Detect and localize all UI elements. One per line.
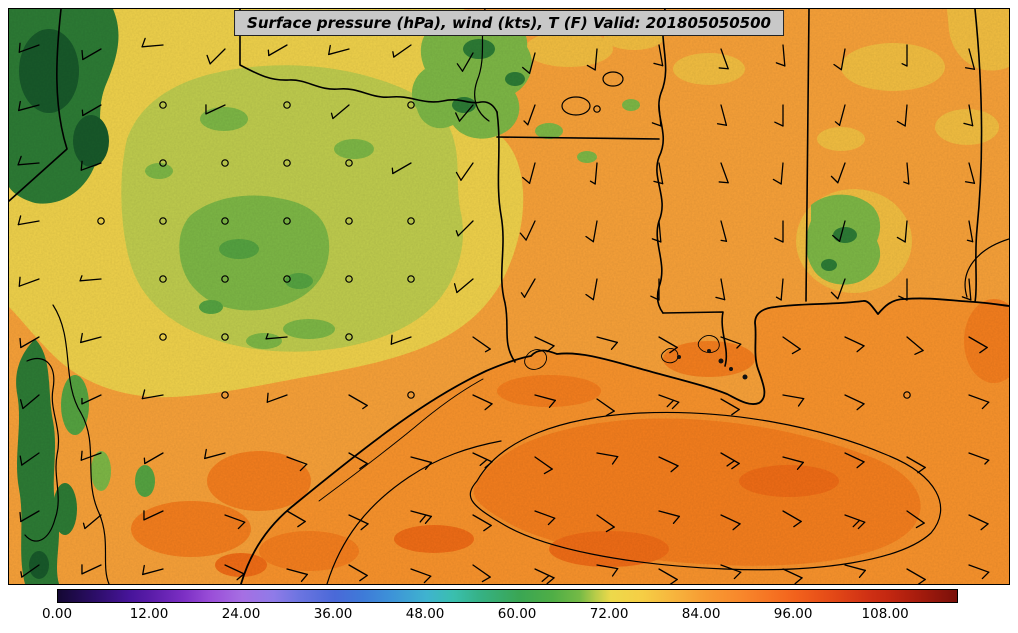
colorbar-tick-label: 0.00 [41, 606, 73, 622]
barrier-islands [318, 378, 484, 502]
calm-wind-marker [903, 391, 911, 399]
colorbar-tick-label: 72.00 [589, 606, 629, 622]
calm-wind-marker [283, 217, 291, 225]
calm-wind-marker [283, 159, 291, 167]
calm-wind-marker [221, 217, 229, 225]
calm-wind-marker [283, 275, 291, 283]
colorbar-tick-label: 96.00 [773, 606, 813, 622]
calm-wind-marker [345, 217, 353, 225]
border-la-ms-pearl [662, 311, 728, 367]
border-ok-tx-red-river [239, 9, 498, 113]
calm-wind-marker [407, 101, 415, 109]
colorbar-tick-label: 48.00 [405, 606, 445, 622]
calm-wind-marker [159, 101, 167, 109]
colorbar-tick-labels: 0.00 12.00 24.00 36.00 48.00 60.00 72.00 84.00 9… [42, 604, 958, 626]
calm-wind-marker [159, 333, 167, 341]
calm-wind-marker [345, 159, 353, 167]
gulf-coastline [240, 297, 1009, 584]
border-ar-la [496, 136, 660, 140]
calm-wind-marker [407, 391, 415, 399]
colorbar-tick-label: 60.00 [497, 606, 537, 622]
coastline [240, 297, 1009, 584]
border-ms-al [805, 9, 810, 302]
calm-wind-marker [221, 275, 229, 283]
calm-wind-marker [345, 275, 353, 283]
wind-barbs-layer [17, 37, 990, 584]
pressure-contours [24, 9, 1009, 584]
colorbar-tick-label: 36.00 [313, 606, 353, 622]
border-nm-tx [9, 9, 68, 202]
calm-wind-marker [345, 333, 353, 341]
coastal-lake [661, 348, 679, 364]
calm-wind-marker [221, 159, 229, 167]
colorbar-gradient [57, 589, 958, 603]
weather-map: Surface pressure (hPa), wind (kts), T (F… [8, 8, 1010, 585]
border-al-ga [974, 9, 983, 303]
colorbar: 0.00 12.00 24.00 36.00 48.00 60.00 72.00 84.00 9… [42, 589, 958, 627]
galveston-bay [524, 349, 548, 370]
calm-wind-marker [283, 101, 291, 109]
delta-wetlands [677, 349, 748, 380]
colorbar-tick-label: 24.00 [221, 606, 261, 622]
calm-wind-marker [407, 275, 415, 283]
calm-wind-marker [159, 217, 167, 225]
colorbar-tick-label: 108.00 [861, 606, 909, 622]
calm-wind-marker [221, 391, 229, 399]
calm-wind-marker [221, 333, 229, 341]
water-details [318, 335, 720, 502]
lake-pontchartrain [697, 335, 720, 354]
calm-wind-marker [407, 217, 415, 225]
calm-wind-marker [593, 105, 601, 113]
colorbar-tick-label: 84.00 [681, 606, 721, 622]
border-tx-la-sabine [496, 111, 516, 363]
map-title-text: Surface pressure (hPa), wind (kts), T (F… [247, 14, 771, 32]
colorbar-tick-label: 12.00 [129, 606, 169, 622]
map-canvas [9, 9, 1009, 584]
calm-wind-marker [159, 159, 167, 167]
map-title: Surface pressure (hPa), wind (kts), T (F… [234, 10, 784, 36]
calm-wind-marker [159, 275, 167, 283]
calm-wind-marker [97, 217, 105, 225]
terrain-noise [9, 9, 1009, 584]
